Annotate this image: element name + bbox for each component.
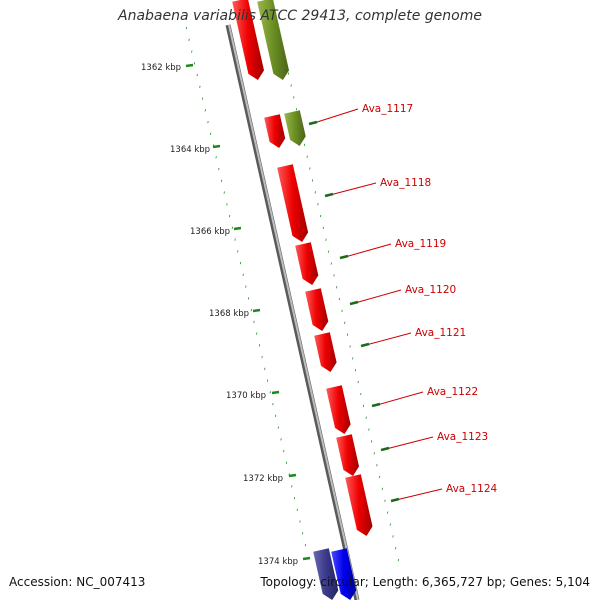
gene-label[interactable]: Ava_1122 — [427, 386, 478, 398]
gc-content-track — [185, 26, 399, 562]
gene-label-leader — [313, 108, 359, 124]
gene-label-leader — [354, 289, 402, 304]
genome-summary-text: Topology: circular; Length: 6,365,727 bp… — [260, 575, 590, 589]
cds-arrow[interactable] — [257, 0, 289, 80]
gene-label[interactable]: Ava_1118 — [380, 177, 431, 189]
gene-position-mark — [324, 192, 334, 198]
backbone-highlight — [228, 24, 359, 600]
gene-label-leader — [376, 391, 424, 406]
scale-tick-label: 1368 kbp — [209, 309, 249, 319]
cds-arrow[interactable] — [314, 332, 337, 372]
scale-tick-label: 1370 kbp — [226, 391, 266, 401]
cds-arrow[interactable] — [345, 474, 373, 536]
gene-position-mark — [349, 300, 359, 306]
gene-label[interactable]: Ava_1119 — [395, 238, 446, 250]
scale-tick-label: 1366 kbp — [190, 227, 230, 237]
gene-label-leader — [385, 436, 434, 450]
gene-label[interactable]: Ava_1124 — [446, 483, 498, 495]
cds-arrow[interactable] — [284, 110, 306, 146]
cds-arrow[interactable] — [331, 548, 357, 600]
scale-tick-label: 1364 kbp — [170, 145, 210, 155]
gene-labels: Ava_1117 Ava_1118 Ava_1119 Ava_1120 Ava_1121… — [308, 103, 498, 503]
scale-ticks: 1362 kbp 1364 kbp 1366 kbp 1368 kbp 1370 kbp… — [141, 63, 311, 567]
gene-position-mark — [390, 497, 400, 503]
cds-arrow[interactable] — [232, 0, 264, 80]
gene-position-mark — [360, 342, 370, 348]
cds-arrow[interactable] — [305, 288, 329, 331]
scale-tick-mark — [288, 473, 297, 478]
feature-tracks — [232, 0, 373, 600]
scale-tick-mark — [252, 308, 261, 313]
gene-position-mark — [371, 402, 381, 408]
scale-tick-mark — [271, 390, 280, 395]
cds-arrow[interactable] — [326, 385, 351, 434]
scale-tick-label: 1374 kbp — [258, 557, 298, 567]
cds-arrow[interactable] — [336, 434, 359, 476]
scale-tick-mark — [233, 226, 242, 231]
gene-label[interactable]: Ava_1117 — [362, 103, 413, 115]
cds-arrow[interactable] — [313, 548, 339, 600]
gene-label[interactable]: Ava_1123 — [437, 431, 488, 443]
accession-text: Accession: NC_007413 — [9, 575, 146, 589]
scale-tick-mark — [185, 63, 194, 68]
gene-label-leader — [365, 332, 412, 346]
scale-tick-label: 1362 kbp — [141, 63, 181, 73]
gene-label-leader — [395, 488, 443, 501]
gene-label[interactable]: Ava_1120 — [405, 284, 456, 296]
scale-tick-label: 1372 kbp — [243, 474, 283, 484]
gene-label-leader — [329, 182, 377, 196]
gene-position-mark — [380, 446, 390, 452]
gene-position-mark — [339, 254, 349, 260]
map-title: Anabaena variabilis ATCC 29413, complete… — [118, 8, 482, 24]
scale-tick-mark — [302, 556, 311, 561]
genome-backbone — [225, 24, 360, 600]
gene-position-mark — [308, 120, 318, 126]
scale-tick-mark — [212, 144, 221, 149]
cds-arrow[interactable] — [264, 114, 286, 148]
cds-arrow[interactable] — [277, 164, 309, 242]
gene-label-leader — [344, 243, 392, 258]
gene-label[interactable]: Ava_1121 — [415, 327, 466, 339]
cds-arrow[interactable] — [295, 242, 319, 285]
